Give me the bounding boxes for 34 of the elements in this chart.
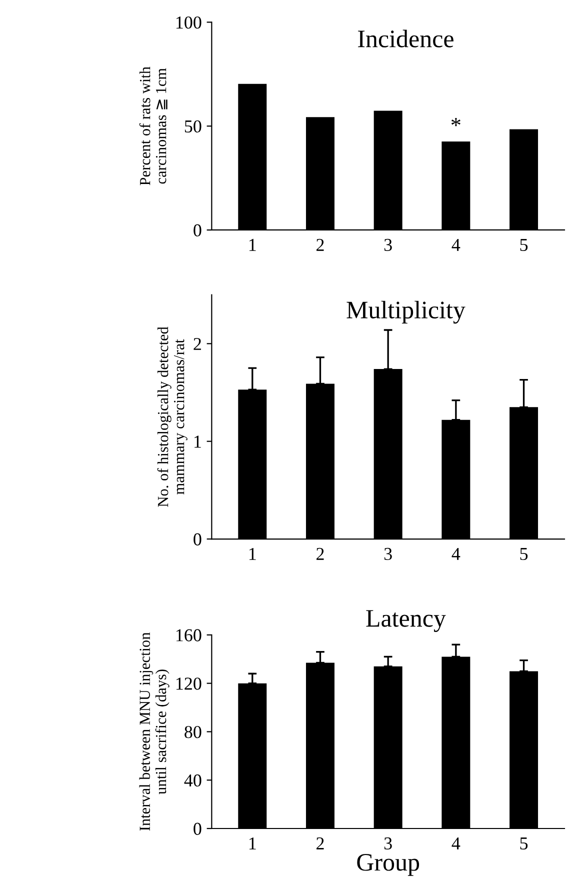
x-tick-label: 5 xyxy=(520,239,528,252)
y-tick-label: 160 xyxy=(176,629,202,642)
x-axis-title: Group xyxy=(357,854,420,876)
x-tick-label: 3 xyxy=(384,548,392,560)
y-tick-label: 1 xyxy=(194,436,201,448)
y-tick-label: 50 xyxy=(184,120,202,133)
chart-title: Multiplicity xyxy=(346,300,466,324)
x-tick-label: 5 xyxy=(520,838,528,850)
x-tick-label: 4 xyxy=(452,238,460,251)
x-tick-label: 5 xyxy=(520,548,528,560)
y-tick-label: 80 xyxy=(184,726,202,738)
y-axis-title: Percent of rats with carcinomas ≧ 1cm xyxy=(139,66,168,186)
x-tick-label: 1 xyxy=(249,238,256,251)
chart-title: Latency xyxy=(366,610,446,632)
chart-title: Incidence xyxy=(358,30,454,48)
x-tick-label: 4 xyxy=(452,837,460,850)
y-tick-label: 100 xyxy=(176,16,202,29)
y-tick-label: 0 xyxy=(194,822,202,835)
y-tick-label: 2 xyxy=(194,338,201,350)
y-tick-label: 0 xyxy=(194,224,202,236)
x-tick-label: 1 xyxy=(249,837,256,850)
y-axis-title: Interval between MNU injection until sacrifice (days) xyxy=(139,632,170,831)
annotation: * xyxy=(451,118,460,126)
x-tick-label: 3 xyxy=(384,837,392,850)
x-tick-label: 2 xyxy=(316,238,324,251)
x-tick-label: 4 xyxy=(452,548,460,560)
y-tick-label: 40 xyxy=(184,774,202,787)
y-axis-title: No. of histologically detected mammary carcinomas/rat xyxy=(157,326,188,507)
x-tick-label: 2 xyxy=(316,837,324,850)
y-tick-label: 0 xyxy=(194,533,202,546)
x-tick-label: 2 xyxy=(316,548,324,560)
x-tick-label: 3 xyxy=(384,238,392,252)
x-tick-label: 1 xyxy=(249,548,256,560)
y-tick-label: 120 xyxy=(176,678,202,690)
